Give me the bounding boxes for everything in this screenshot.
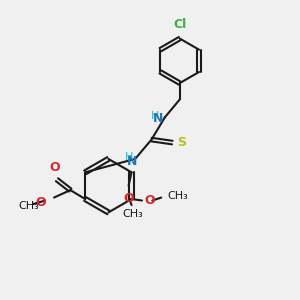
Text: N: N [127,155,137,168]
Text: CH₃: CH₃ [123,209,143,219]
Text: O: O [49,161,60,174]
Text: Cl: Cl [173,18,186,31]
Text: O: O [144,194,155,207]
Text: O: O [35,196,46,208]
Text: H: H [151,111,160,121]
Text: CH₃: CH₃ [18,201,39,211]
Text: CH₃: CH₃ [167,191,188,201]
Text: H: H [125,152,134,162]
Text: S: S [177,136,186,149]
Text: N: N [153,112,164,125]
Text: O: O [123,192,134,205]
